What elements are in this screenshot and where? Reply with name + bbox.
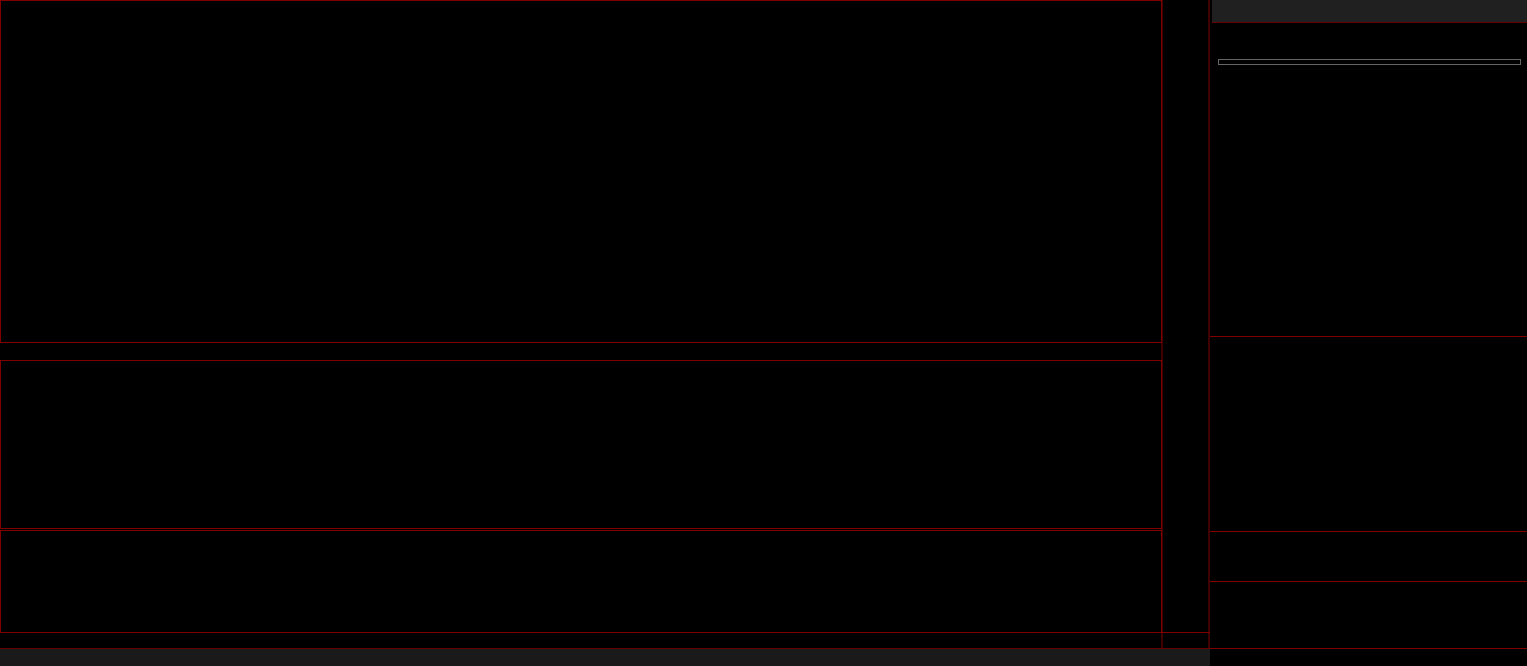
intraday-chart [1210,336,1527,649]
side-panel [1212,0,1527,336]
toolbar [0,648,1210,666]
news [1218,59,1521,65]
date-row [1218,31,1521,53]
chart-area [0,0,1210,648]
main-frame [0,0,1162,343]
side-tabs [1212,0,1527,23]
sentiment-frame [0,530,1162,633]
sub-frame [0,360,1162,529]
